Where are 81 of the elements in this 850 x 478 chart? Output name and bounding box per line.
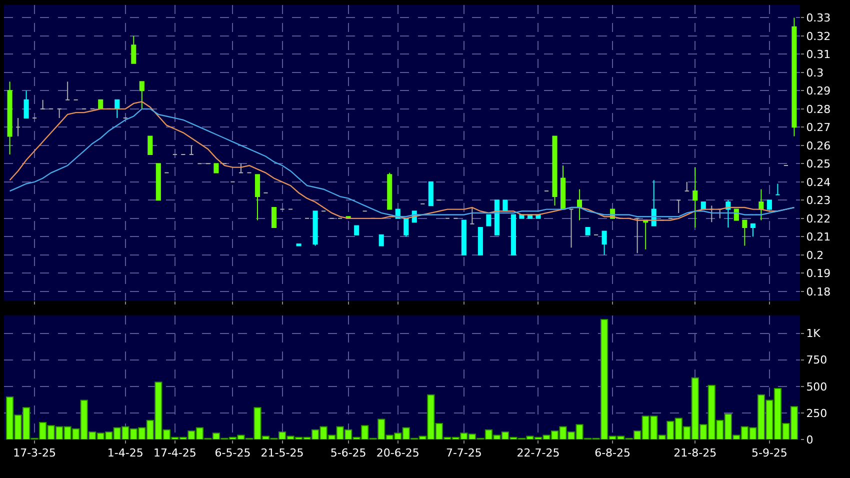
candlestick — [552, 136, 558, 206]
candlestick — [461, 220, 466, 256]
y-tick-label: 0.28 — [806, 102, 831, 116]
y-tick-label: 0.22 — [806, 212, 831, 226]
candlestick — [634, 218, 640, 254]
candlestick — [750, 223, 756, 238]
candlestick — [24, 90, 29, 119]
y-tick-label: 750 — [806, 354, 828, 367]
y-tick-label: 0.24 — [806, 176, 831, 189]
x-tick-label: 6-5-25 — [214, 446, 251, 460]
x-tick-label: 5-9-25 — [751, 446, 788, 460]
y-tick-label: 0.23 — [806, 194, 831, 208]
y-tick-label: 0.21 — [806, 230, 831, 244]
y-tick-label: 0 — [806, 433, 814, 446]
x-tick-label: 20-6-25 — [376, 446, 420, 460]
candlestick — [602, 230, 607, 256]
candlestick — [478, 227, 483, 256]
candlestick — [254, 174, 260, 221]
candlestick — [114, 99, 120, 119]
candlestick — [139, 81, 144, 110]
candlestick — [684, 181, 690, 192]
x-tick-label: 21-8-25 — [674, 446, 717, 460]
y-tick-label: 250 — [806, 406, 828, 420]
candlestick — [354, 225, 360, 236]
candlestick — [271, 206, 277, 228]
x-tick-label: 17-4-25 — [153, 446, 196, 460]
candlestick — [214, 163, 219, 174]
candlestick — [312, 210, 318, 246]
candlestick — [16, 118, 21, 137]
candlestick — [766, 200, 772, 210]
candlestick — [486, 214, 492, 226]
y-tick-label: 0.2 — [806, 248, 824, 262]
candlestick — [428, 181, 434, 206]
candlestick — [65, 81, 70, 100]
candlestick — [131, 35, 136, 64]
candlestick — [56, 108, 62, 119]
x-tick-label: 17-3-25 — [13, 446, 56, 460]
candlestick — [387, 172, 392, 210]
y-tick-label: 0.19 — [806, 267, 831, 280]
candlestick — [585, 227, 590, 236]
candlestick — [404, 218, 409, 238]
x-tick-label: 5-6-25 — [330, 446, 366, 460]
candlestick — [148, 136, 153, 156]
x-tick-label: 21-5-25 — [260, 446, 304, 460]
candlestick — [156, 163, 161, 201]
x-tick-label: 1-4-25 — [107, 446, 144, 460]
candlestick — [742, 220, 748, 246]
candlestick — [676, 200, 682, 214]
candlestick — [494, 200, 500, 236]
candlestick — [560, 165, 566, 210]
y-tick-label: 0.29 — [806, 84, 831, 98]
x-tick-label: 6-8-25 — [594, 446, 631, 460]
y-tick-label: 0.25 — [806, 158, 831, 171]
x-tick-label: 7-7-25 — [446, 446, 482, 460]
y-tick-label: 0.18 — [806, 285, 831, 298]
candlestick — [378, 234, 384, 246]
candlestick — [502, 200, 508, 212]
candlestick — [577, 188, 582, 221]
candlestick — [568, 208, 574, 248]
y-tick-label: 0.26 — [806, 139, 831, 152]
candlestick — [470, 206, 475, 224]
y-tick-label: 1K — [806, 327, 822, 340]
candlestick — [188, 144, 194, 156]
candlestick — [792, 17, 797, 137]
y-tick-label: 500 — [806, 380, 828, 394]
y-tick-label: 0.32 — [806, 30, 831, 43]
candlestick — [692, 166, 698, 228]
candlestick — [7, 81, 12, 156]
candlestick — [238, 163, 244, 174]
y-tick-label: 0.27 — [806, 121, 831, 134]
candlestick — [40, 99, 46, 110]
candlestick — [758, 188, 764, 221]
candlestick — [726, 200, 731, 228]
y-tick-label: 0.33 — [806, 12, 831, 25]
candlestick — [510, 214, 516, 256]
y-tick-label: 0.3 — [806, 66, 824, 80]
x-tick-label: 22-7-25 — [516, 446, 560, 460]
candlestick — [296, 243, 302, 246]
candlestick — [775, 183, 780, 196]
y-tick-label: 0.31 — [806, 48, 831, 62]
candlestick — [643, 220, 648, 250]
